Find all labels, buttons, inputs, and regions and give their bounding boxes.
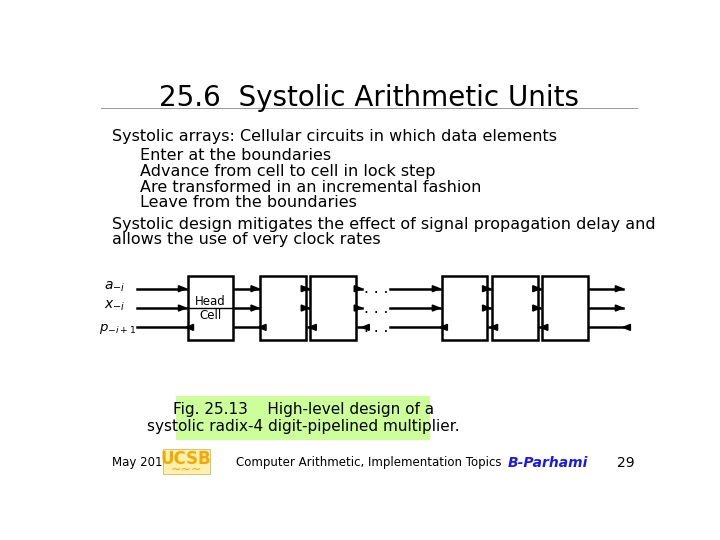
Polygon shape bbox=[186, 325, 194, 330]
Text: Computer Arithmetic, Implementation Topics: Computer Arithmetic, Implementation Topi… bbox=[236, 456, 502, 469]
Polygon shape bbox=[432, 305, 440, 311]
Polygon shape bbox=[482, 286, 490, 292]
Text: Systolic design mitigates the effect of signal propagation delay and: Systolic design mitigates the effect of … bbox=[112, 217, 656, 232]
Polygon shape bbox=[179, 286, 186, 292]
Polygon shape bbox=[258, 325, 266, 330]
Text: $x_{-i}$: $x_{-i}$ bbox=[104, 299, 125, 313]
Bar bbox=[260, 276, 306, 340]
Bar bbox=[542, 276, 588, 340]
Polygon shape bbox=[533, 286, 540, 292]
Polygon shape bbox=[623, 325, 631, 330]
Text: Leave from the boundaries: Leave from the boundaries bbox=[140, 195, 357, 211]
Bar bbox=[492, 276, 538, 340]
Polygon shape bbox=[251, 286, 258, 292]
Polygon shape bbox=[179, 305, 186, 311]
Text: 25.6  Systolic Arithmetic Units: 25.6 Systolic Arithmetic Units bbox=[159, 84, 579, 112]
Polygon shape bbox=[301, 305, 309, 311]
Text: Advance from cell to cell in lock step: Advance from cell to cell in lock step bbox=[140, 164, 436, 179]
Text: . . .: . . . bbox=[364, 320, 388, 335]
Polygon shape bbox=[354, 305, 361, 311]
Text: allows the use of very clock rates: allows the use of very clock rates bbox=[112, 232, 381, 247]
Bar bbox=[310, 276, 356, 340]
Polygon shape bbox=[251, 305, 258, 311]
Polygon shape bbox=[440, 325, 447, 330]
Polygon shape bbox=[301, 286, 309, 292]
Text: Fig. 25.13    High-level design of a
systolic radix-4 digit-pipelined multiplier: Fig. 25.13 High-level design of a systol… bbox=[147, 402, 460, 434]
Text: $a_{-i}$: $a_{-i}$ bbox=[104, 279, 125, 294]
Text: Are transformed in an incremental fashion: Are transformed in an incremental fashio… bbox=[140, 180, 482, 194]
Text: Head: Head bbox=[195, 295, 226, 308]
Polygon shape bbox=[533, 305, 540, 311]
Bar bbox=[441, 276, 487, 340]
Polygon shape bbox=[309, 325, 316, 330]
Polygon shape bbox=[490, 325, 498, 330]
Text: ∼∼∼: ∼∼∼ bbox=[170, 462, 202, 475]
Polygon shape bbox=[540, 325, 548, 330]
Text: UCSB: UCSB bbox=[161, 450, 211, 468]
Text: 29: 29 bbox=[617, 456, 634, 470]
Text: Enter at the boundaries: Enter at the boundaries bbox=[140, 148, 331, 163]
Text: . . .: . . . bbox=[364, 281, 388, 296]
Polygon shape bbox=[432, 286, 440, 292]
Bar bbox=[163, 449, 210, 474]
Bar bbox=[188, 276, 233, 340]
Polygon shape bbox=[482, 305, 490, 311]
Polygon shape bbox=[616, 305, 623, 311]
Polygon shape bbox=[616, 286, 623, 292]
Text: May 2010: May 2010 bbox=[112, 456, 170, 469]
Text: $p_{-i+1}$: $p_{-i+1}$ bbox=[99, 322, 136, 336]
Text: Cell: Cell bbox=[199, 309, 222, 322]
Text: B-Parhami: B-Parhami bbox=[508, 456, 588, 470]
Bar bbox=[176, 396, 431, 440]
Text: Systolic arrays: Cellular circuits in which data elements: Systolic arrays: Cellular circuits in wh… bbox=[112, 129, 557, 144]
Polygon shape bbox=[354, 286, 361, 292]
Polygon shape bbox=[361, 325, 369, 330]
Text: . . .: . . . bbox=[364, 301, 388, 315]
